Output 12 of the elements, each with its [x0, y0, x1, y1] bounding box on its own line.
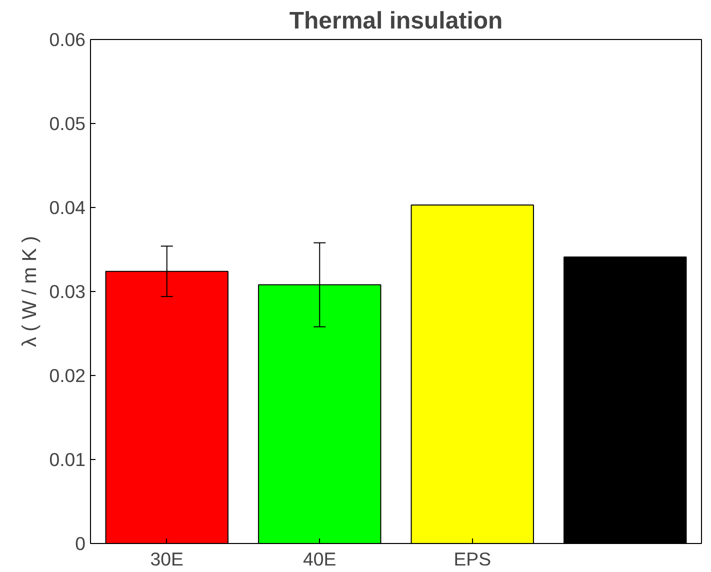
y-axis-title: λ ( W / m K ) — [19, 236, 42, 348]
y-tick-label: 0.02 — [49, 365, 86, 386]
y-tick-label: 0.03 — [49, 281, 86, 302]
y-tick-label: 0.04 — [49, 197, 86, 218]
y-tick-label: 0.01 — [49, 449, 86, 470]
y-tick-label: 0 — [75, 533, 86, 554]
y-tick-label: 0.06 — [49, 29, 86, 50]
x-tick-label: EPS — [454, 548, 492, 570]
y-tick-label: 0.05 — [49, 113, 86, 134]
x-tick-label: 40E — [303, 548, 336, 570]
x-tick-label: 30E — [150, 548, 184, 570]
chart-title: Thermal insulation — [289, 8, 503, 34]
